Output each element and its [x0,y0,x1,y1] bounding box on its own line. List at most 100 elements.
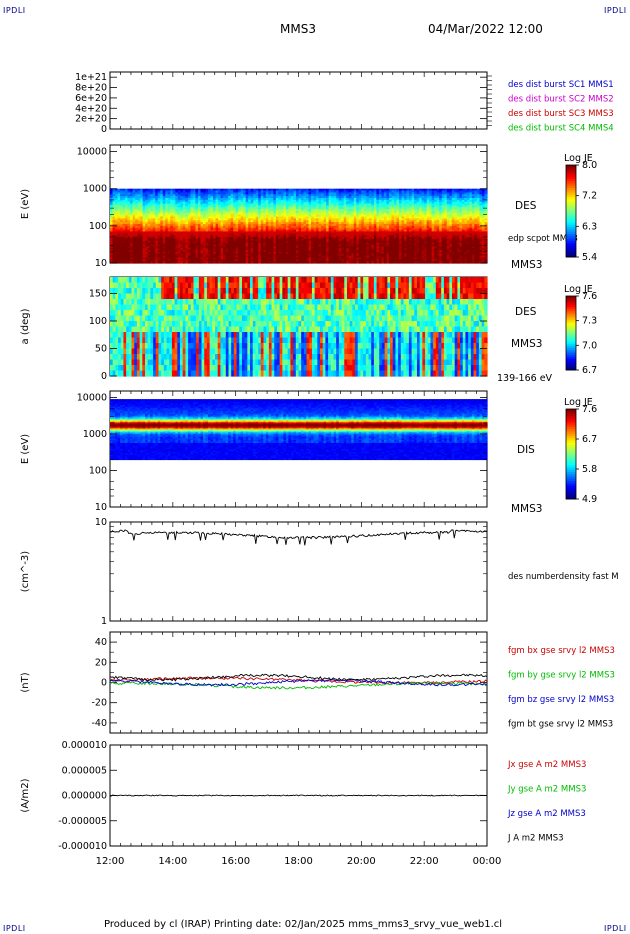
heatmap-cell [150,190,154,194]
heatmap-cell [160,227,164,231]
heatmap-cell [117,244,121,247]
heatmap-cell [155,214,159,218]
heatmap-cell [135,216,139,220]
heatmap-cell [152,253,156,257]
heatmap-cell [152,227,156,231]
heatmap-cell [160,196,164,199]
heatmap-cell [115,194,119,197]
heatmap-cell [120,222,124,225]
heatmap-cell [125,190,129,194]
heatmap-cell [145,225,149,229]
heatmap-cell [150,222,154,225]
heatmap-cell [202,225,207,229]
heatmap-cell [150,201,154,205]
heatmap-cell [197,255,202,259]
heatmap-cell [122,235,126,238]
heatmap-cell [187,196,192,199]
heatmap-cell [185,255,189,259]
heatmap-cell [205,246,209,249]
heatmap-cell [130,203,134,207]
heatmap-cell [202,235,207,238]
heatmap-cell [208,196,212,199]
heatmap-cell [167,190,171,194]
heatmap-cell [130,205,134,208]
heatmap-cell [152,259,156,262]
heatmap-cell [115,236,119,240]
heatmap-cell [140,222,144,225]
heatmap-cell [117,227,121,231]
heatmap-cell [142,235,146,238]
heatmap-cell [202,238,207,242]
heatmap-cell [110,216,114,220]
heatmap-cell [135,225,139,229]
heatmap-cell [130,196,134,199]
heatmap-cell [137,199,141,203]
heatmap-cell [110,242,114,246]
heatmap-cell [132,229,136,233]
heatmap-cell [170,201,174,205]
heatmap-cell [130,192,134,195]
heatmap-cell [130,255,134,259]
heatmap-cell [200,235,204,238]
heatmap-cell [127,236,131,240]
heatmap-cell [180,197,184,201]
heatmap-cell [145,255,149,259]
heatmap-cell [205,210,209,214]
heatmap-cell [115,255,119,259]
heatmap-cell [150,192,154,195]
heatmap-cell [110,227,114,231]
heatmap-cell [142,229,146,233]
heatmap-cell [172,246,176,249]
heatmap-cell [167,248,171,251]
heatmap-cell [208,192,212,195]
heatmap-cell [130,233,134,236]
heatmap-cell [110,199,114,203]
heatmap-cell [122,251,126,255]
heatmap-cell [172,244,176,247]
heatmap-cell [145,210,149,214]
heatmap-cell [120,223,124,227]
heatmap-cell [202,197,207,201]
heatmap-cell [200,248,204,251]
legend-entry: des dist burst SC1 MMS1 [508,80,614,90]
heatmap-cell [125,253,129,257]
heatmap-cell [120,253,124,257]
heatmap-cell [137,220,141,223]
heatmap-cell [157,235,161,238]
heatmap-cell [155,205,159,208]
heatmap-cell [122,259,126,262]
heatmap-cell [190,209,194,212]
heatmap-cell [175,231,179,234]
heatmap-cell [162,197,166,201]
heatmap-cell [210,231,214,234]
heatmap-cell [210,209,214,212]
heatmap-cell [155,249,159,253]
heatmap-cell [120,212,124,216]
heatmap-cell [120,201,124,205]
heatmap-cell [195,233,199,236]
heatmap-cell [185,190,189,194]
heatmap-cell [127,194,131,197]
heatmap-cell [122,218,126,221]
heatmap-cell [147,209,151,212]
heatmap-cell [195,207,199,210]
heatmap-cell [135,233,139,236]
heatmap-cell [127,235,131,238]
heatmap-cell [120,229,124,233]
heatmap-cell [172,190,176,194]
heatmap-cell [202,223,207,227]
heatmap-cell [117,236,121,240]
heatmap-cell [182,192,186,195]
heatmap-cell [202,207,207,210]
heatmap-cell [197,238,202,242]
heatmap-cell [125,199,129,203]
heatmap-cell [192,194,197,197]
heatmap-cell [185,238,189,242]
heatmap-cell [142,255,146,259]
heatmap-cell [137,238,141,242]
heatmap-cell [187,227,192,231]
heatmap-cell [170,205,174,208]
heatmap-cell [157,246,161,249]
heatmap-cell [165,218,169,221]
heatmap-cell [185,192,189,195]
